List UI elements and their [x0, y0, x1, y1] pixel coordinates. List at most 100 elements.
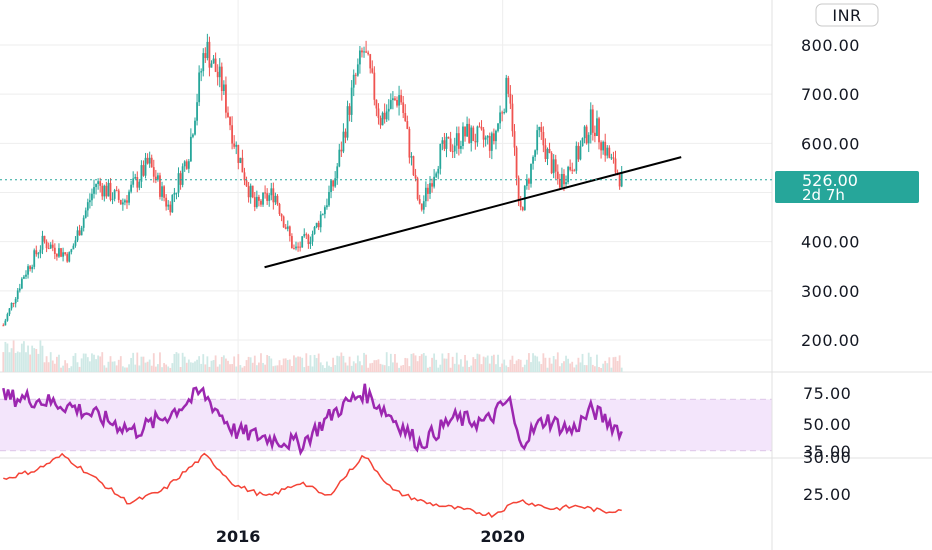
- volume-bar: [27, 345, 29, 372]
- volume-bar: [16, 351, 19, 372]
- volume-bar: [497, 354, 499, 372]
- candle-body: [206, 41, 209, 59]
- candle-body: [410, 156, 413, 158]
- volume-bar: [315, 358, 318, 372]
- volume-bar: [546, 367, 549, 372]
- volume-bar: [107, 361, 110, 372]
- volume-bar: [293, 355, 295, 372]
- volume-bar: [400, 365, 403, 372]
- volume-bar: [558, 366, 561, 372]
- volume-bar: [272, 366, 275, 372]
- candle-body: [581, 138, 584, 147]
- volume-bar: [348, 356, 351, 372]
- volume-bar: [2, 352, 5, 372]
- candle-body: [342, 131, 345, 152]
- candle-body: [389, 100, 392, 109]
- candle-body: [435, 173, 438, 177]
- candle-body: [567, 166, 569, 183]
- candle-body: [420, 203, 423, 210]
- volume-bar: [204, 364, 207, 372]
- volume-bar: [552, 356, 555, 372]
- candle-body: [569, 166, 572, 170]
- candle-body: [95, 184, 97, 188]
- candle-body: [561, 174, 563, 188]
- volume-bar: [239, 365, 242, 372]
- volume-bar: [484, 357, 487, 372]
- candle-body: [352, 74, 355, 88]
- candle-body: [577, 145, 580, 160]
- candle-body: [202, 53, 205, 72]
- candle-body: [189, 136, 192, 162]
- candle-body: [220, 66, 223, 92]
- candle-body: [278, 204, 281, 215]
- candle-body: [427, 187, 429, 194]
- volume-bar: [604, 360, 607, 372]
- volume-bar: [138, 365, 141, 372]
- volume-bar: [404, 357, 407, 372]
- candle-body: [43, 235, 46, 242]
- candle-body: [6, 314, 9, 321]
- volume-bar: [406, 358, 409, 372]
- candle-body: [552, 159, 555, 174]
- candle-body: [274, 195, 277, 203]
- volume-bar: [389, 353, 392, 372]
- volume-bar: [616, 360, 619, 372]
- candle-body: [505, 77, 508, 113]
- candle-body: [150, 157, 153, 168]
- volume-bar: [499, 366, 501, 372]
- candle-body: [499, 112, 501, 124]
- volume-bar: [323, 367, 326, 372]
- candle-body: [84, 210, 87, 218]
- volume-bar: [468, 366, 471, 372]
- candle-body: [536, 130, 539, 151]
- volume-bar: [439, 364, 442, 372]
- volume-bar: [251, 362, 254, 372]
- candle-body: [227, 112, 229, 118]
- candle-body: [503, 112, 506, 114]
- volume-bar: [480, 364, 483, 372]
- volume-bar: [167, 366, 170, 372]
- candle-body: [58, 248, 60, 257]
- candle-body: [365, 51, 367, 53]
- candle-body: [225, 84, 227, 113]
- volume-bar: [210, 360, 213, 372]
- volume-bar: [309, 355, 312, 372]
- volume-bar: [140, 356, 143, 372]
- volume-bar: [340, 352, 343, 372]
- volume-bar: [117, 359, 120, 372]
- volume-bar: [342, 355, 345, 372]
- trendline[interactable]: [264, 156, 682, 269]
- volume-bar: [511, 355, 514, 372]
- volume-bar: [476, 353, 479, 372]
- volume-bar: [132, 352, 135, 372]
- candle-body: [305, 234, 308, 236]
- candle-body: [253, 197, 256, 208]
- candle-body: [255, 196, 258, 208]
- volume-bar: [375, 360, 378, 372]
- candle-body: [237, 144, 240, 163]
- candle-body: [371, 68, 374, 73]
- candle-body: [309, 241, 312, 245]
- volume-bar: [103, 365, 106, 372]
- candle-body: [72, 245, 75, 250]
- candle-body: [429, 183, 431, 194]
- volume-bar: [575, 364, 578, 372]
- volume-bar: [462, 366, 464, 372]
- candle-body: [23, 276, 25, 279]
- candle-body: [204, 53, 207, 59]
- candle-body: [82, 217, 85, 228]
- candle-body: [455, 133, 458, 146]
- candle-body: [488, 135, 491, 151]
- currency-badge[interactable]: INR: [815, 3, 879, 27]
- volume-bar: [66, 363, 69, 372]
- volume-bar: [610, 367, 613, 372]
- volume-bar: [517, 359, 520, 372]
- volume-bar: [262, 362, 264, 372]
- volume-bar: [579, 362, 582, 372]
- candle-body: [381, 112, 384, 126]
- volume-bar: [198, 356, 201, 372]
- volume-bar: [299, 356, 302, 372]
- candle-body: [152, 167, 155, 177]
- candle-body: [286, 226, 289, 229]
